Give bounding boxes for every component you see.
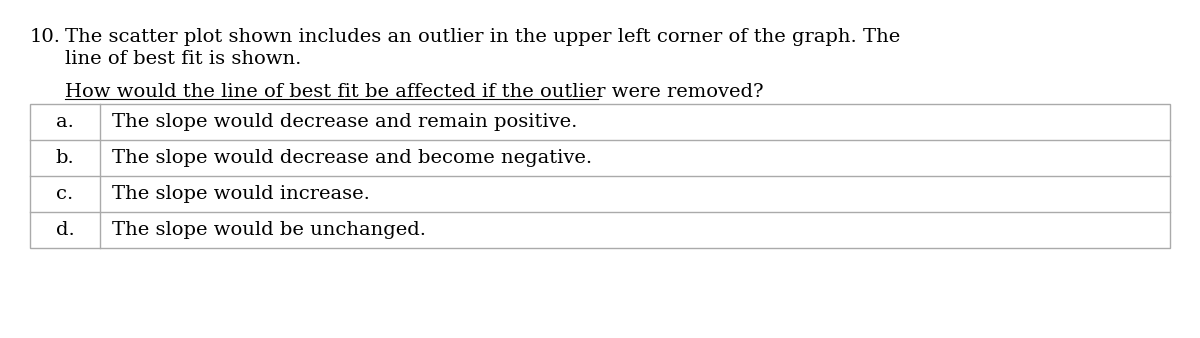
Text: The slope would be unchanged.: The slope would be unchanged. [112, 221, 426, 239]
Text: d.: d. [55, 221, 74, 239]
Text: The scatter plot shown includes an outlier in the upper left corner of the graph: The scatter plot shown includes an outli… [65, 28, 900, 46]
Text: The slope would decrease and remain positive.: The slope would decrease and remain posi… [112, 113, 577, 131]
Text: 10.: 10. [30, 28, 61, 46]
Text: The slope would increase.: The slope would increase. [112, 185, 370, 203]
Text: line of best fit is shown.: line of best fit is shown. [65, 50, 301, 68]
Bar [30, 104, 1170, 248]
Text: c.: c. [56, 185, 73, 203]
Text: How would the line of best fit be affected if the outlier were removed?: How would the line of best fit be affect… [65, 83, 763, 101]
Text: a.: a. [56, 113, 74, 131]
Text: The slope would decrease and become negative.: The slope would decrease and become nega… [112, 149, 592, 167]
Text: b.: b. [55, 149, 74, 167]
